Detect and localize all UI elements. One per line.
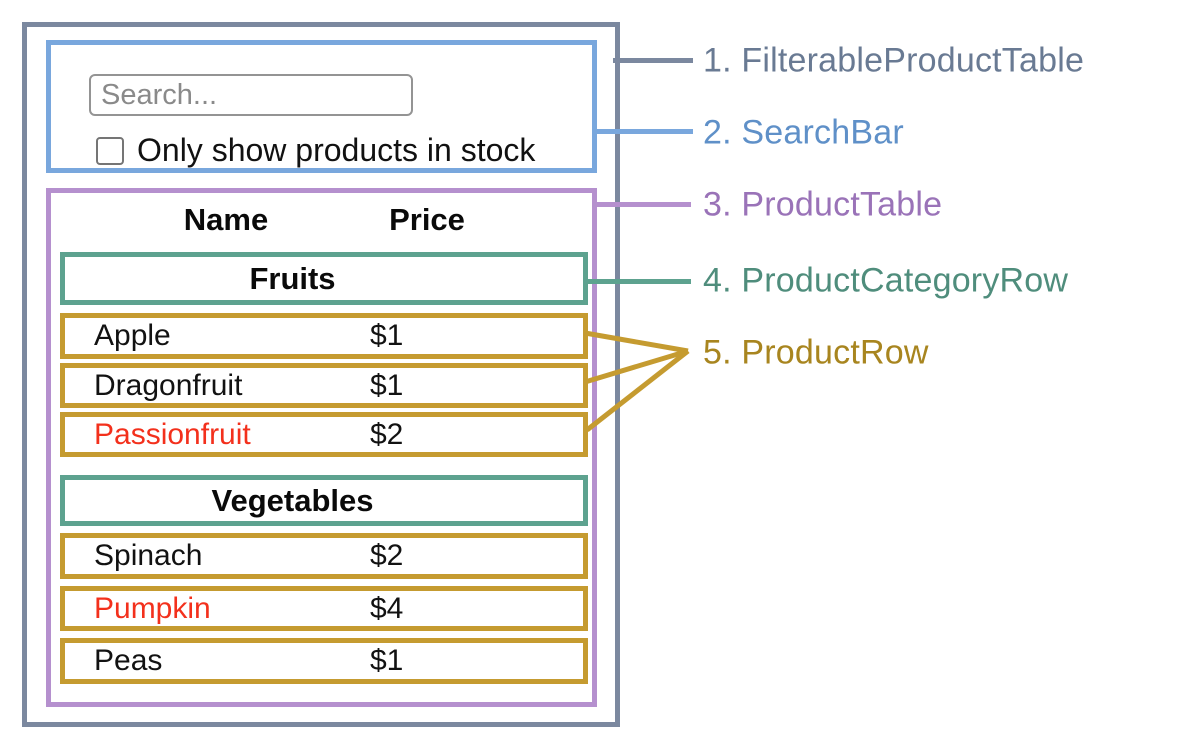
product-price: $1 [370,319,404,352]
product-name: Dragonfruit [94,368,243,402]
product-name: Peas [94,644,163,677]
legend-item-search-bar: 2. SearchBar [703,113,904,152]
connector-search-bar [592,129,693,134]
product-price: $2 [370,539,404,572]
product-row-dragonfruit: Dragonfruit $1 [60,363,588,408]
search-bar-box: Only show products in stock [46,40,597,173]
product-name: Apple [94,319,171,352]
in-stock-checkbox-label: Only show products in stock [137,132,536,168]
product-row-pumpkin: Pumpkin $4 [60,586,588,631]
category-label: Vegetables [211,483,374,518]
in-stock-checkbox[interactable] [96,137,124,165]
category-label: Fruits [249,261,336,296]
connector-product-table [592,202,691,207]
product-name: Pumpkin [94,591,211,625]
table-header-row: Name Price [51,198,592,242]
product-row-peas: Peas $1 [60,638,588,684]
legend-item-product-category-row: 4. ProductCategoryRow [703,261,1069,300]
connector-filterable-product-table [613,58,693,63]
in-stock-filter-row: Only show products in stock [96,134,535,168]
category-row-fruits: Fruits [60,252,588,305]
product-name: Passionfruit [94,417,251,451]
search-input[interactable] [89,74,413,116]
filterable-product-table-box: Only show products in stock Name Price F… [22,22,620,727]
legend-item-filterable-product-table: 1. FilterableProductTable [703,41,1085,80]
legend-item-product-table: 3. ProductTable [703,185,943,224]
category-row-vegetables: Vegetables [60,475,588,526]
product-price: $4 [370,591,404,625]
column-header-name: Name [183,202,269,237]
product-row-spinach: Spinach $2 [60,533,588,579]
product-price: $1 [370,368,404,402]
connector-product-category-row [583,279,691,284]
product-price: $1 [370,644,404,677]
legend-item-product-row: 5. ProductRow [703,333,929,372]
product-name: Spinach [94,539,203,572]
column-header-price: Price [389,202,465,237]
product-table-box: Name Price Fruits Apple $1 Dragonfruit $… [46,188,597,707]
product-row-apple: Apple $1 [60,313,588,359]
product-price: $2 [370,417,404,451]
product-row-passionfruit: Passionfruit $2 [60,412,588,457]
